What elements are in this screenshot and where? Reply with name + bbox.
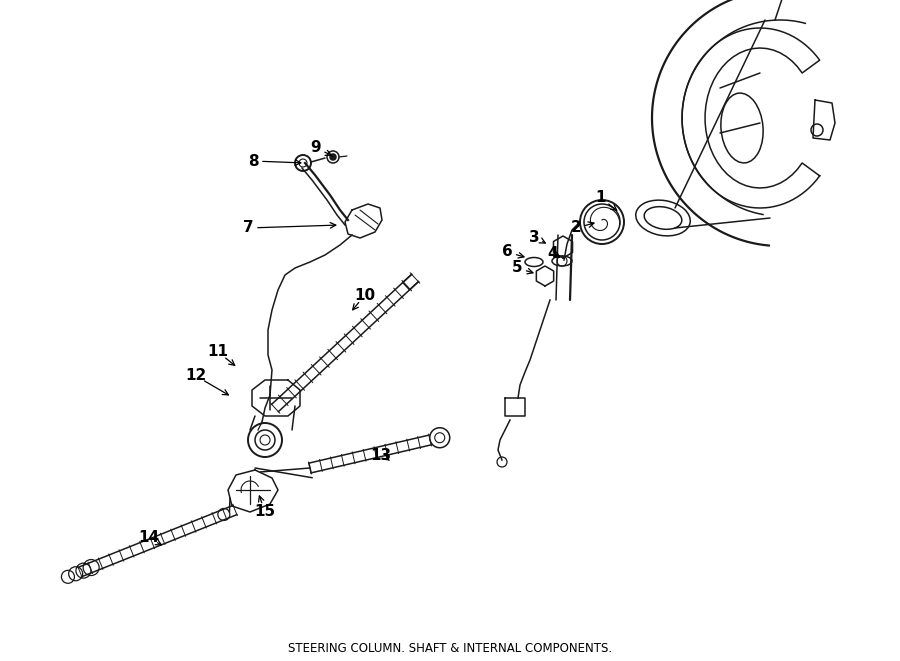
Text: 13: 13	[371, 447, 392, 463]
Text: 6: 6	[501, 245, 512, 260]
Text: 5: 5	[512, 260, 522, 276]
Text: 15: 15	[255, 504, 275, 520]
Text: 8: 8	[248, 153, 258, 169]
Text: 10: 10	[355, 288, 375, 303]
Text: 9: 9	[310, 141, 321, 155]
Text: 14: 14	[139, 531, 159, 545]
Text: 1: 1	[596, 190, 607, 206]
Text: 7: 7	[243, 221, 253, 235]
Text: 2: 2	[571, 221, 581, 235]
Text: 11: 11	[208, 344, 229, 360]
Text: 3: 3	[528, 229, 539, 245]
Circle shape	[330, 154, 336, 160]
Text: STEERING COLUMN. SHAFT & INTERNAL COMPONENTS.: STEERING COLUMN. SHAFT & INTERNAL COMPON…	[288, 641, 612, 654]
Text: 12: 12	[185, 368, 207, 383]
Text: 4: 4	[548, 245, 558, 260]
